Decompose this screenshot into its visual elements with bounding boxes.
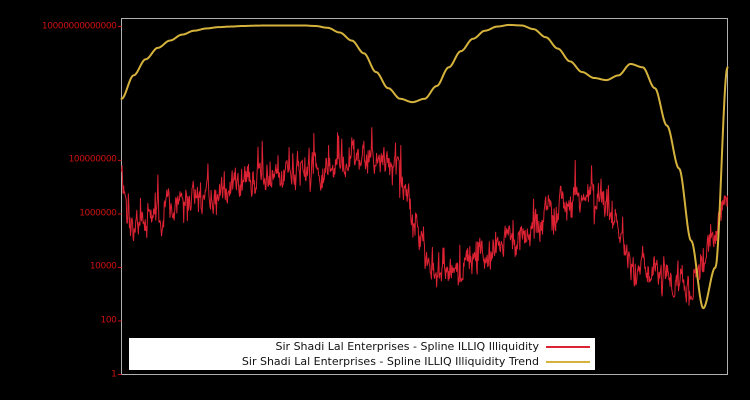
series-illiquidity-trend-line: [120, 23, 729, 310]
legend-entry-series: Sir Shadi Lal Enterprises - Spline ILLIQ…: [129, 339, 595, 354]
line-swatch-series: [546, 345, 590, 348]
y-axis-tick-label: 100: [100, 315, 117, 326]
y-axis-tick-label: 10000000000000: [41, 21, 117, 32]
plot-area-frame: [121, 18, 728, 375]
legend-label-series: Sir Shadi Lal Enterprises - Spline ILLIQ…: [275, 339, 539, 353]
y-axis-tick-label: 100000000: [68, 154, 117, 165]
y-axis-tick-label: 10000: [89, 261, 117, 272]
series-illiquidity-line: [121, 127, 728, 306]
y-axis-tick-label: 1000000: [79, 208, 117, 219]
chart-legend: Sir Shadi Lal Enterprises - Spline ILLIQ…: [128, 337, 596, 371]
y-axis-tick-label: 1: [111, 369, 117, 379]
legend-label-trend: Sir Shadi Lal Enterprises - Spline ILLIQ…: [241, 354, 539, 368]
legend-entry-trend: Sir Shadi Lal Enterprises - Spline ILLIQ…: [129, 354, 595, 369]
line-swatch-trend: [546, 360, 590, 363]
y-axis-tick-marks: [118, 26, 122, 375]
